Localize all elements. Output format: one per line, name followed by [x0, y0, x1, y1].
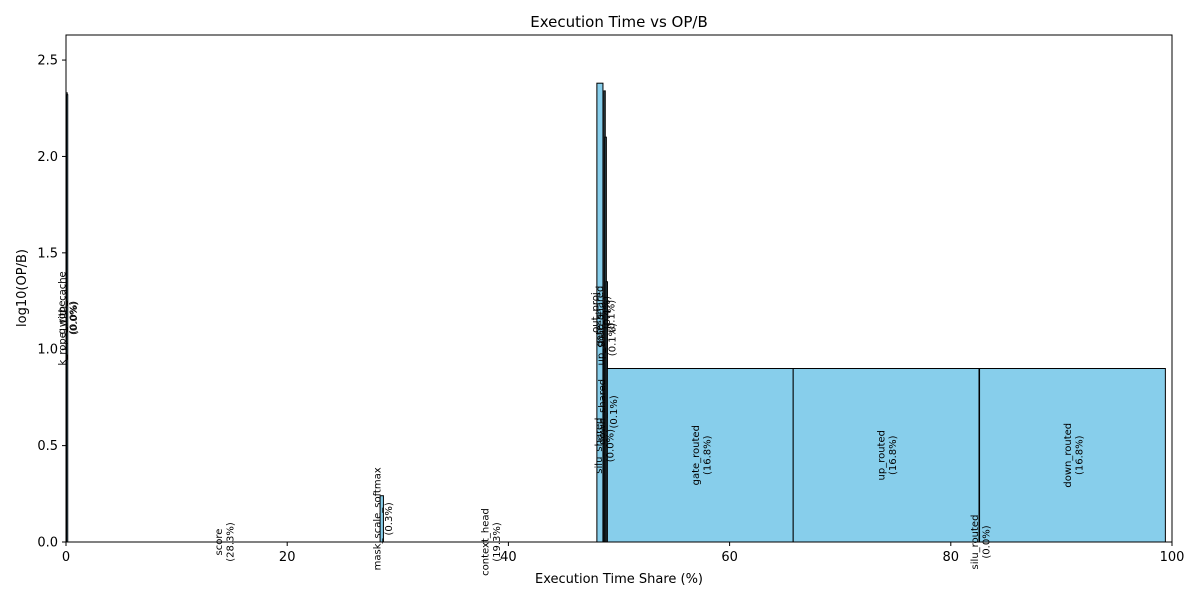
bar-label-q-rope: q_rope(0.0%) [57, 300, 80, 334]
y-axis-title: log10(OP/B) [15, 249, 30, 327]
x-tick-label: 100 [1160, 550, 1185, 565]
chart-title: Execution Time vs OP/B [530, 13, 708, 31]
y-tick-label: 2.0 [37, 150, 58, 165]
y-tick-label: 0.0 [37, 536, 58, 551]
y-tick-label: 2.5 [37, 54, 58, 69]
x-tick-label: 40 [500, 550, 517, 565]
bars-layer [65, 82, 1166, 543]
y-tick-label: 1.0 [37, 343, 58, 358]
x-tick-label: 80 [943, 550, 960, 565]
bar-label-down-shared: down_shared(0.1%) [597, 379, 620, 445]
plot-frame [65, 34, 1173, 543]
ticks-layer: 0 20 40 60 80 100 0.0 0.5 1.0 1.5 2.0 2.5 [37, 54, 1184, 565]
bar-label-down-routed: down_routed(16.8%) [1063, 423, 1086, 488]
bar-label-gate-routed: gate_routed(16.8%) [691, 425, 714, 485]
x-tick-label: 20 [279, 550, 296, 565]
y-tick-label: 0.5 [37, 439, 58, 454]
x-tick-label: 0 [62, 550, 70, 565]
x-axis-title: Execution Time Share (%) [535, 572, 703, 587]
bar-label-silu-shared: silu_shared(0.0%) [594, 418, 617, 474]
bar-gate-routed [606, 368, 794, 543]
y-tick-label: 1.5 [37, 246, 58, 261]
bar-label-mask-scale-softmax: mask_scale_softmax(0.3%) [372, 467, 395, 570]
bar-label-k-rope-with-cache: k_rope_with_cache(0.0%) [57, 271, 80, 365]
bar-label-up-routed: up_routed(16.8%) [877, 430, 900, 480]
bar-label-up-shared: up_shared(0.1%) [596, 314, 619, 366]
x-tick-label: 60 [721, 550, 738, 565]
bar-label-out-proj: out_proj(0.4%) [590, 292, 613, 333]
bar-label-gate-shared: gate_shared(0.1%) [595, 286, 618, 348]
